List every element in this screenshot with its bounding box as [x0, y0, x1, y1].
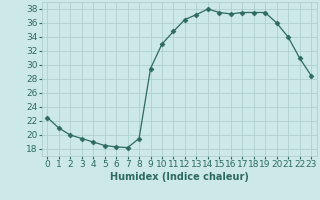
X-axis label: Humidex (Indice chaleur): Humidex (Indice chaleur): [110, 172, 249, 182]
